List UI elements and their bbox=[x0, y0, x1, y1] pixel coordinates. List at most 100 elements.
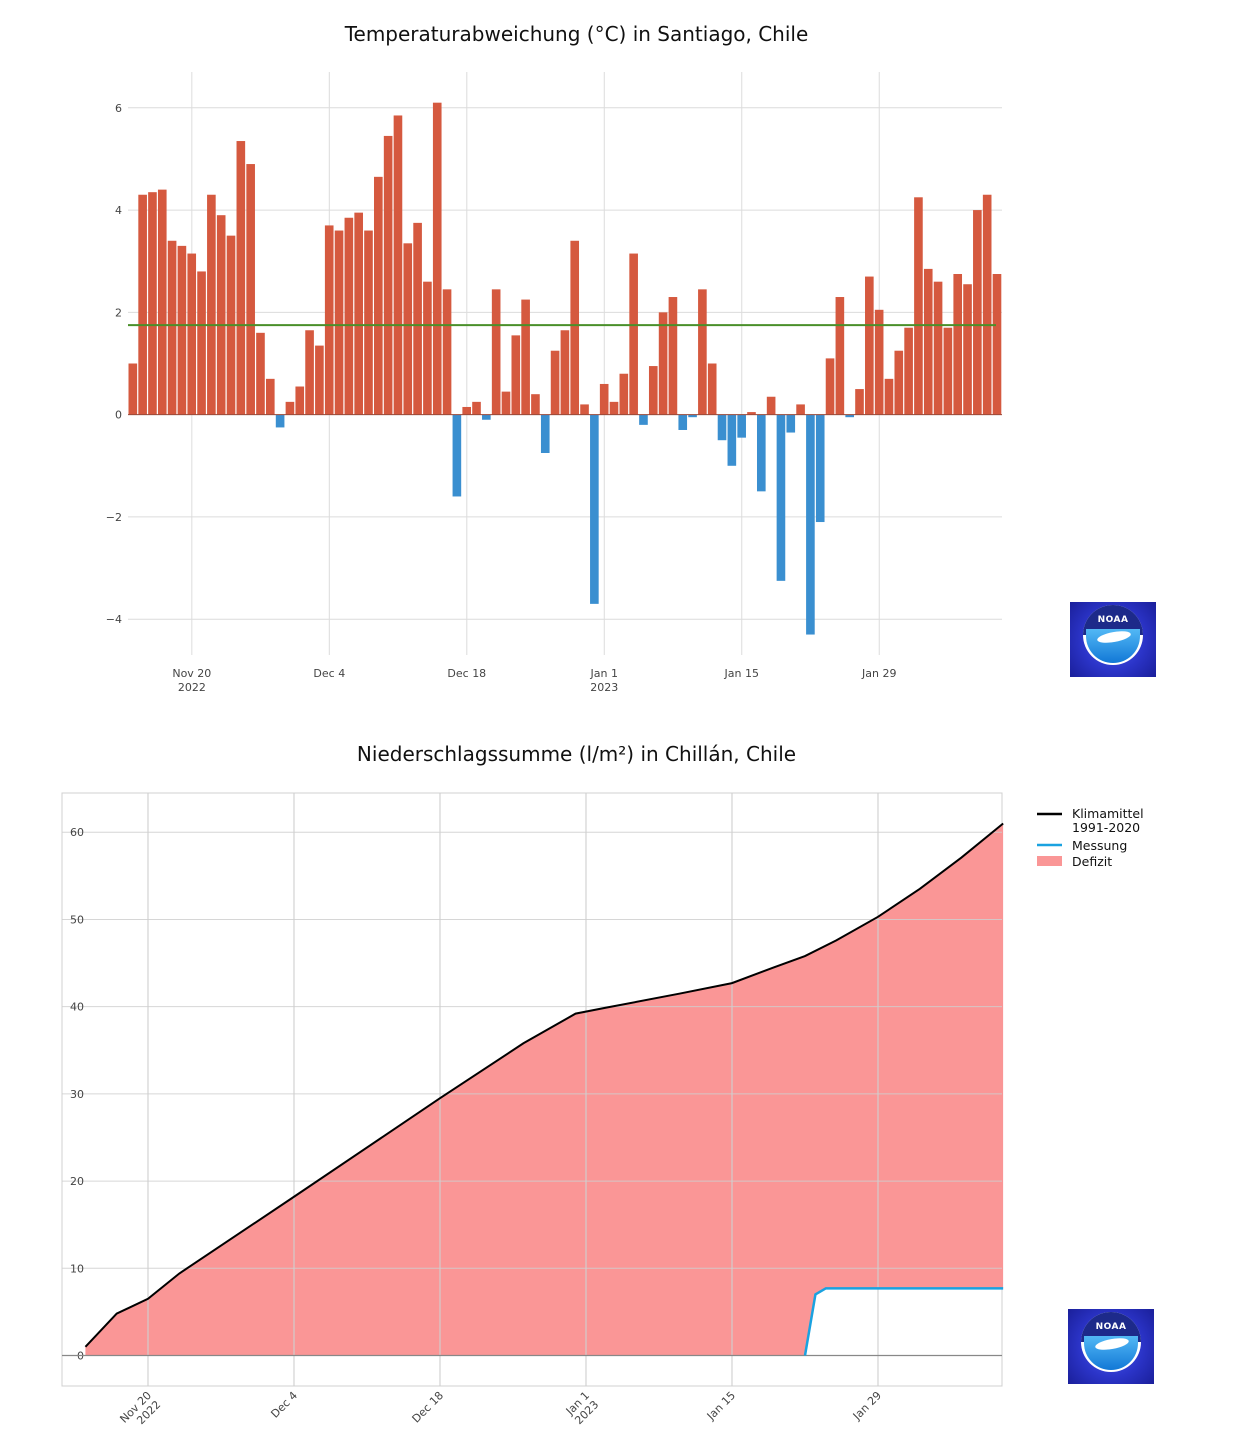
temperature-bar bbox=[963, 284, 972, 415]
legend-swatch-deficit bbox=[1037, 856, 1062, 866]
temperature-bar bbox=[344, 217, 354, 415]
temperature-bar bbox=[462, 406, 472, 415]
temperature-bar bbox=[187, 253, 197, 415]
chart1-title: Temperaturabweichung (°C) in Santiago, C… bbox=[344, 22, 809, 46]
temperature-bar bbox=[639, 414, 648, 425]
temperature-bar bbox=[953, 274, 963, 415]
temperature-bar bbox=[933, 281, 943, 415]
temperature-bar bbox=[766, 396, 776, 415]
temperature-bar bbox=[364, 230, 373, 415]
temperature-bar bbox=[403, 243, 413, 415]
svg-text:Dec 18: Dec 18 bbox=[410, 1389, 447, 1426]
y-tick-label: 40 bbox=[70, 1001, 84, 1014]
temperature-bar bbox=[560, 330, 570, 415]
svg-text:Dec 4: Dec 4 bbox=[268, 1389, 300, 1421]
temperature-bar bbox=[599, 383, 609, 415]
temperature-bar bbox=[629, 253, 638, 415]
x-tick-label: Nov 202022 bbox=[117, 1389, 163, 1435]
temperature-bar bbox=[570, 240, 580, 415]
temperature-bar bbox=[482, 414, 491, 420]
temperature-bar bbox=[452, 414, 462, 497]
temperature-bar bbox=[982, 194, 992, 415]
y-tick-label: −2 bbox=[106, 511, 122, 524]
x-tick-label: Jan 29 bbox=[850, 1389, 884, 1423]
temperature-bar bbox=[374, 176, 383, 415]
x-tick-label: Jan 12023 bbox=[563, 1389, 602, 1428]
temperature-bar bbox=[894, 350, 904, 415]
temperature-bar bbox=[658, 312, 668, 415]
temperature-bar bbox=[531, 394, 540, 415]
svg-text:Nov 202022: Nov 202022 bbox=[117, 1389, 163, 1435]
temperature-bar bbox=[511, 335, 521, 415]
temperature-bar bbox=[756, 414, 766, 492]
temperature-bar bbox=[157, 189, 167, 415]
temperature-bar bbox=[472, 401, 481, 415]
temperature-bar bbox=[904, 327, 913, 415]
temperature-bar bbox=[914, 197, 923, 415]
temperature-bar bbox=[432, 102, 442, 415]
svg-text:Jan 29: Jan 29 bbox=[850, 1389, 884, 1423]
svg-text:Jan 12023: Jan 12023 bbox=[563, 1389, 602, 1428]
temperature-bar bbox=[806, 414, 815, 635]
temperature-bar bbox=[688, 414, 697, 418]
temperature-bar bbox=[619, 373, 629, 415]
x-tick-label: Dec 4 bbox=[268, 1389, 300, 1421]
legend-label-measurement: Messung bbox=[1072, 838, 1127, 853]
temperature-bar bbox=[256, 332, 265, 415]
temperature-bar bbox=[707, 363, 717, 415]
chart2-title: Niederschlagssumme (l/m²) in Chillán, Ch… bbox=[356, 742, 797, 766]
temperature-bar bbox=[236, 141, 246, 415]
temperature-bar bbox=[678, 414, 688, 430]
temperature-bar bbox=[815, 414, 825, 523]
temperature-bar bbox=[207, 194, 216, 415]
temperature-bar bbox=[138, 194, 147, 415]
y-tick-label: 20 bbox=[70, 1175, 84, 1188]
svg-text:Jan 15: Jan 15 bbox=[704, 1389, 738, 1423]
climatology-line bbox=[84, 822, 1004, 1348]
y-tick-label: −4 bbox=[106, 613, 122, 626]
temperature-bar bbox=[540, 414, 550, 453]
temperature-bar bbox=[698, 289, 707, 415]
x-tick-label: Dec 18 bbox=[447, 667, 486, 680]
x-tick-label: Dec 4 bbox=[313, 667, 345, 680]
temperature-bar bbox=[590, 414, 599, 604]
temperature-bar bbox=[973, 210, 982, 415]
temperature-bar bbox=[393, 115, 403, 415]
temperature-bar bbox=[315, 345, 324, 415]
temperature-bar bbox=[423, 281, 432, 415]
temperature-bar bbox=[992, 274, 1002, 415]
y-tick-label: 0 bbox=[115, 409, 122, 422]
temperature-bar bbox=[167, 240, 177, 415]
y-tick-label: 30 bbox=[70, 1088, 84, 1101]
temperature-bar bbox=[796, 404, 805, 415]
temperature-bar bbox=[845, 414, 854, 418]
y-tick-label: 10 bbox=[70, 1262, 84, 1275]
temperature-bar bbox=[580, 404, 589, 415]
temperature-bar bbox=[943, 327, 953, 415]
temperature-bar bbox=[855, 389, 864, 415]
temperature-bar bbox=[668, 297, 678, 415]
temperature-bar bbox=[747, 412, 756, 415]
temperature-bar bbox=[825, 358, 835, 415]
temperature-bar bbox=[884, 378, 894, 415]
legend-label-deficit: Defizit bbox=[1072, 854, 1112, 869]
noaa-logo-icon: NOAA bbox=[1068, 1309, 1154, 1384]
temperature-bar bbox=[413, 222, 422, 415]
temperature-chart: Nov 20 2022 Dec 4 Dec 18 Jan 1 2023 Jan 15 Jan … bbox=[106, 72, 1002, 694]
x-tick-label: Jan 15 bbox=[704, 1389, 738, 1423]
temperature-bar bbox=[148, 192, 157, 415]
temperature-bar bbox=[216, 215, 226, 415]
temperature-bar bbox=[295, 386, 305, 415]
temperature-bar bbox=[648, 366, 658, 415]
temperature-bar bbox=[265, 378, 275, 415]
temperature-bar bbox=[776, 414, 786, 581]
temperature-bar bbox=[177, 245, 187, 415]
y-tick-label: 60 bbox=[70, 826, 84, 839]
y-tick-label: 2 bbox=[115, 306, 122, 319]
x-tick-label: Jan 29 bbox=[861, 667, 896, 680]
temperature-bar bbox=[501, 391, 511, 415]
y-tick-label: 50 bbox=[70, 913, 84, 926]
temperature-bar bbox=[285, 401, 295, 415]
